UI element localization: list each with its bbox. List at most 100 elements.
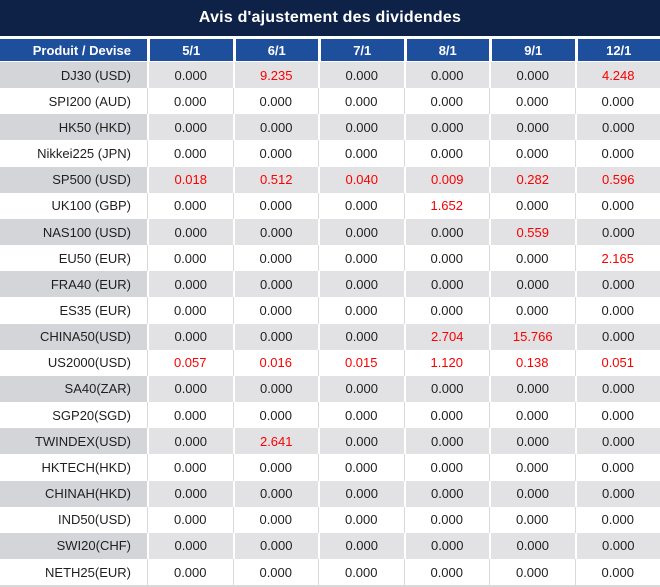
value-cell: 0.000 [403,297,490,324]
value-cell: 0.000 [574,114,660,141]
title-divider [0,36,660,39]
value-cell: 0.000 [318,140,404,167]
value-cell: 0.051 [574,349,660,376]
value-cell: 0.015 [318,349,404,376]
product-cell: TWINDEX(USD) [0,428,147,455]
value-cell: 0.000 [147,402,233,429]
value-cell: 0.000 [232,558,319,586]
value-cell: 0.000 [489,62,575,89]
column-header-date-4: 8/1 [403,39,490,61]
product-cell: SA40(ZAR) [0,375,147,403]
value-cell: 0.000 [574,218,660,246]
value-cell: 0.009 [403,166,489,193]
table-row: SGP20(SGD) 0.000 0.000 0.000 0.000 0.000 0.000 [0,402,660,429]
value-cell: 0.000 [147,532,233,559]
value-cell: 2.165 [574,245,660,272]
table-row: US2000(USD) 0.057 0.016 0.015 1.120 0.138 0.05… [0,349,660,376]
value-cell: 0.000 [147,375,233,403]
value-cell: 0.000 [147,480,233,507]
table-row: CHINAH(HKD) 0.000 0.000 0.000 0.000 0.000 0.00… [0,480,660,507]
value-cell: 0.000 [489,88,575,115]
value-cell: 0.512 [232,166,318,193]
value-cell: 0.000 [232,218,318,246]
table-row: TWINDEX(USD) 0.000 2.641 0.000 0.000 0.000 0.0… [0,428,660,455]
product-cell: CHINA50(USD) [0,323,147,350]
table-row: FRA40 (EUR) 0.000 0.000 0.000 0.000 0.000 0.00… [0,271,660,298]
table-row: DJ30 (USD) 0.000 9.235 0.000 0.000 0.000 4.248 [0,62,660,89]
value-cell: 0.000 [489,402,575,429]
value-cell: 0.000 [318,271,404,298]
value-cell: 0.000 [574,532,660,559]
product-cell: IND50(USD) [58,512,131,528]
value-cell: 15.766 [489,323,575,350]
column-header-date-2: 6/1 [232,39,319,61]
value-cell: 0.000 [232,297,319,324]
value-cell: 0.000 [403,140,490,167]
value-cell: 0.000 [574,558,660,586]
product-cell: SGP20(SGD) [52,407,131,423]
product-cell: DJ30 (USD) [0,62,147,89]
value-cell: 0.000 [318,218,404,246]
value-cell: 0.000 [489,245,575,272]
value-cell: 0.000 [232,140,319,167]
product-cell: FRA40 (EUR) [0,271,147,298]
value-cell: 0.000 [318,532,404,559]
value-cell: 0.000 [574,271,660,298]
table-row: SP500 (USD) 0.018 0.512 0.040 0.009 0.282 0.59… [0,166,660,193]
value-cell: 0.000 [318,454,404,481]
product-cell: NAS100 (USD) [0,218,147,246]
table-row: NETH25(EUR) 0.000 0.000 0.000 0.000 0.000 0.00… [0,558,660,586]
value-cell: 0.000 [318,245,404,272]
value-cell: 0.000 [489,506,575,533]
value-cell: 0.000 [574,192,660,219]
value-cell: 0.000 [232,454,319,481]
value-cell: 0.559 [489,218,575,246]
value-cell: 0.000 [232,323,318,350]
product-cell: SPI200 (AUD) [48,93,131,109]
value-cell: 0.000 [318,558,404,586]
value-cell: 0.000 [318,297,404,324]
value-cell: 0.000 [403,558,490,586]
value-cell: 0.000 [489,375,575,403]
value-cell: 0.282 [489,166,575,193]
product-cell: CHINAH(HKD) [0,480,147,507]
value-cell: 0.000 [403,88,490,115]
value-cell: 0.000 [147,114,233,141]
value-cell: 0.596 [574,166,660,193]
value-cell: 0.000 [318,375,404,403]
table-row: HK50 (HKD) 0.000 0.000 0.000 0.000 0.000 0.000 [0,114,660,141]
value-cell: 0.000 [147,140,233,167]
product-cell: ES35 (EUR) [59,302,131,318]
value-cell: 0.040 [318,166,404,193]
value-cell: 0.000 [489,532,575,559]
product-cell: US2000(USD) [47,355,131,371]
value-cell: 0.000 [403,532,489,559]
product-cell: HKTECH(HKD) [41,459,131,475]
value-cell: 0.000 [489,271,575,298]
table-header: Produit / Devise 5/1 6/1 7/1 8/1 9/1 12/… [0,39,660,62]
value-cell: 0.000 [574,88,660,115]
value-cell: 0.000 [489,480,575,507]
value-cell: 0.000 [403,506,490,533]
table-row: SPI200 (AUD) 0.000 0.000 0.000 0.000 0.000 0.0… [0,88,660,115]
value-cell: 0.000 [574,480,660,507]
column-header-date-5: 9/1 [489,39,575,61]
table-row: UK100 (GBP) 0.000 0.000 0.000 1.652 0.000 0.00… [0,192,660,219]
value-cell: 2.704 [403,323,489,350]
product-cell: NETH25(EUR) [45,564,131,580]
column-header-date-6: 12/1 [574,39,660,61]
product-cell: SP500 (USD) [0,166,147,193]
product-cell: Nikkei225 (JPN) [37,146,131,162]
product-cell: HK50 (HKD) [0,114,147,141]
value-cell: 0.000 [232,506,319,533]
value-cell: 0.000 [147,271,233,298]
value-cell: 0.000 [232,114,318,141]
value-cell: 0.000 [147,428,233,455]
value-cell: 0.000 [147,454,233,481]
value-cell: 0.057 [147,349,233,376]
column-header-date-3: 7/1 [318,39,404,61]
value-cell: 0.000 [147,558,233,586]
table-row: NAS100 (USD) 0.000 0.000 0.000 0.000 0.559 0.0… [0,218,660,246]
value-cell: 0.000 [403,480,489,507]
